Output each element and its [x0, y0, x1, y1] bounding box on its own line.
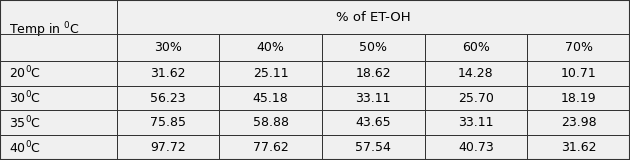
Text: 33.11: 33.11	[458, 116, 494, 129]
Bar	[527, 135, 630, 160]
Bar	[527, 86, 630, 110]
Text: 75.85: 75.85	[150, 116, 186, 129]
Text: 56.23: 56.23	[150, 92, 186, 104]
Text: 40.73: 40.73	[458, 141, 494, 154]
Text: $30^{0}$C: $30^{0}$C	[9, 90, 42, 106]
Bar	[322, 34, 425, 61]
Text: $20^{0}$C: $20^{0}$C	[9, 65, 42, 81]
Text: 23.98: 23.98	[561, 116, 597, 129]
Text: 18.19: 18.19	[561, 92, 597, 104]
Bar	[425, 61, 527, 86]
Text: 30%: 30%	[154, 41, 182, 54]
Text: 10.71: 10.71	[561, 67, 597, 80]
Bar	[117, 110, 219, 135]
Text: 77.62: 77.62	[253, 141, 289, 154]
Bar	[322, 61, 425, 86]
Text: 31.62: 31.62	[150, 67, 186, 80]
Text: 33.11: 33.11	[355, 92, 391, 104]
Text: 57.54: 57.54	[355, 141, 391, 154]
Bar	[219, 61, 322, 86]
Bar	[0, 135, 117, 160]
Bar	[0, 86, 117, 110]
Text: 50%: 50%	[359, 41, 387, 54]
Bar	[527, 61, 630, 86]
Bar	[117, 61, 219, 86]
Bar	[322, 86, 425, 110]
Bar	[425, 110, 527, 135]
Bar	[117, 0, 630, 34]
Text: Temp in $^{0}$C: Temp in $^{0}$C	[9, 21, 80, 40]
Text: % of ET-OH: % of ET-OH	[336, 11, 411, 24]
Bar	[527, 110, 630, 135]
Bar	[322, 110, 425, 135]
Bar	[117, 135, 219, 160]
Text: 97.72: 97.72	[150, 141, 186, 154]
Text: 45.18: 45.18	[253, 92, 289, 104]
Text: 70%: 70%	[564, 41, 593, 54]
Text: 25.70: 25.70	[458, 92, 494, 104]
Text: 40%: 40%	[256, 41, 285, 54]
Bar	[219, 86, 322, 110]
Bar	[322, 135, 425, 160]
Text: 25.11: 25.11	[253, 67, 289, 80]
Text: $35^{0}$C: $35^{0}$C	[9, 115, 42, 131]
Bar	[117, 86, 219, 110]
Text: $40^{0}$C: $40^{0}$C	[9, 139, 42, 156]
Bar	[425, 34, 527, 61]
Text: 14.28: 14.28	[458, 67, 494, 80]
Bar	[0, 110, 117, 135]
Bar	[0, 61, 117, 86]
Bar	[219, 110, 322, 135]
Bar	[219, 135, 322, 160]
Bar	[527, 34, 630, 61]
Text: 43.65: 43.65	[355, 116, 391, 129]
Bar	[219, 34, 322, 61]
Bar	[425, 86, 527, 110]
Text: 60%: 60%	[462, 41, 490, 54]
Text: 31.62: 31.62	[561, 141, 597, 154]
Bar	[425, 135, 527, 160]
Bar	[117, 34, 219, 61]
Text: 18.62: 18.62	[355, 67, 391, 80]
Text: 58.88: 58.88	[253, 116, 289, 129]
Bar	[0, 0, 117, 61]
